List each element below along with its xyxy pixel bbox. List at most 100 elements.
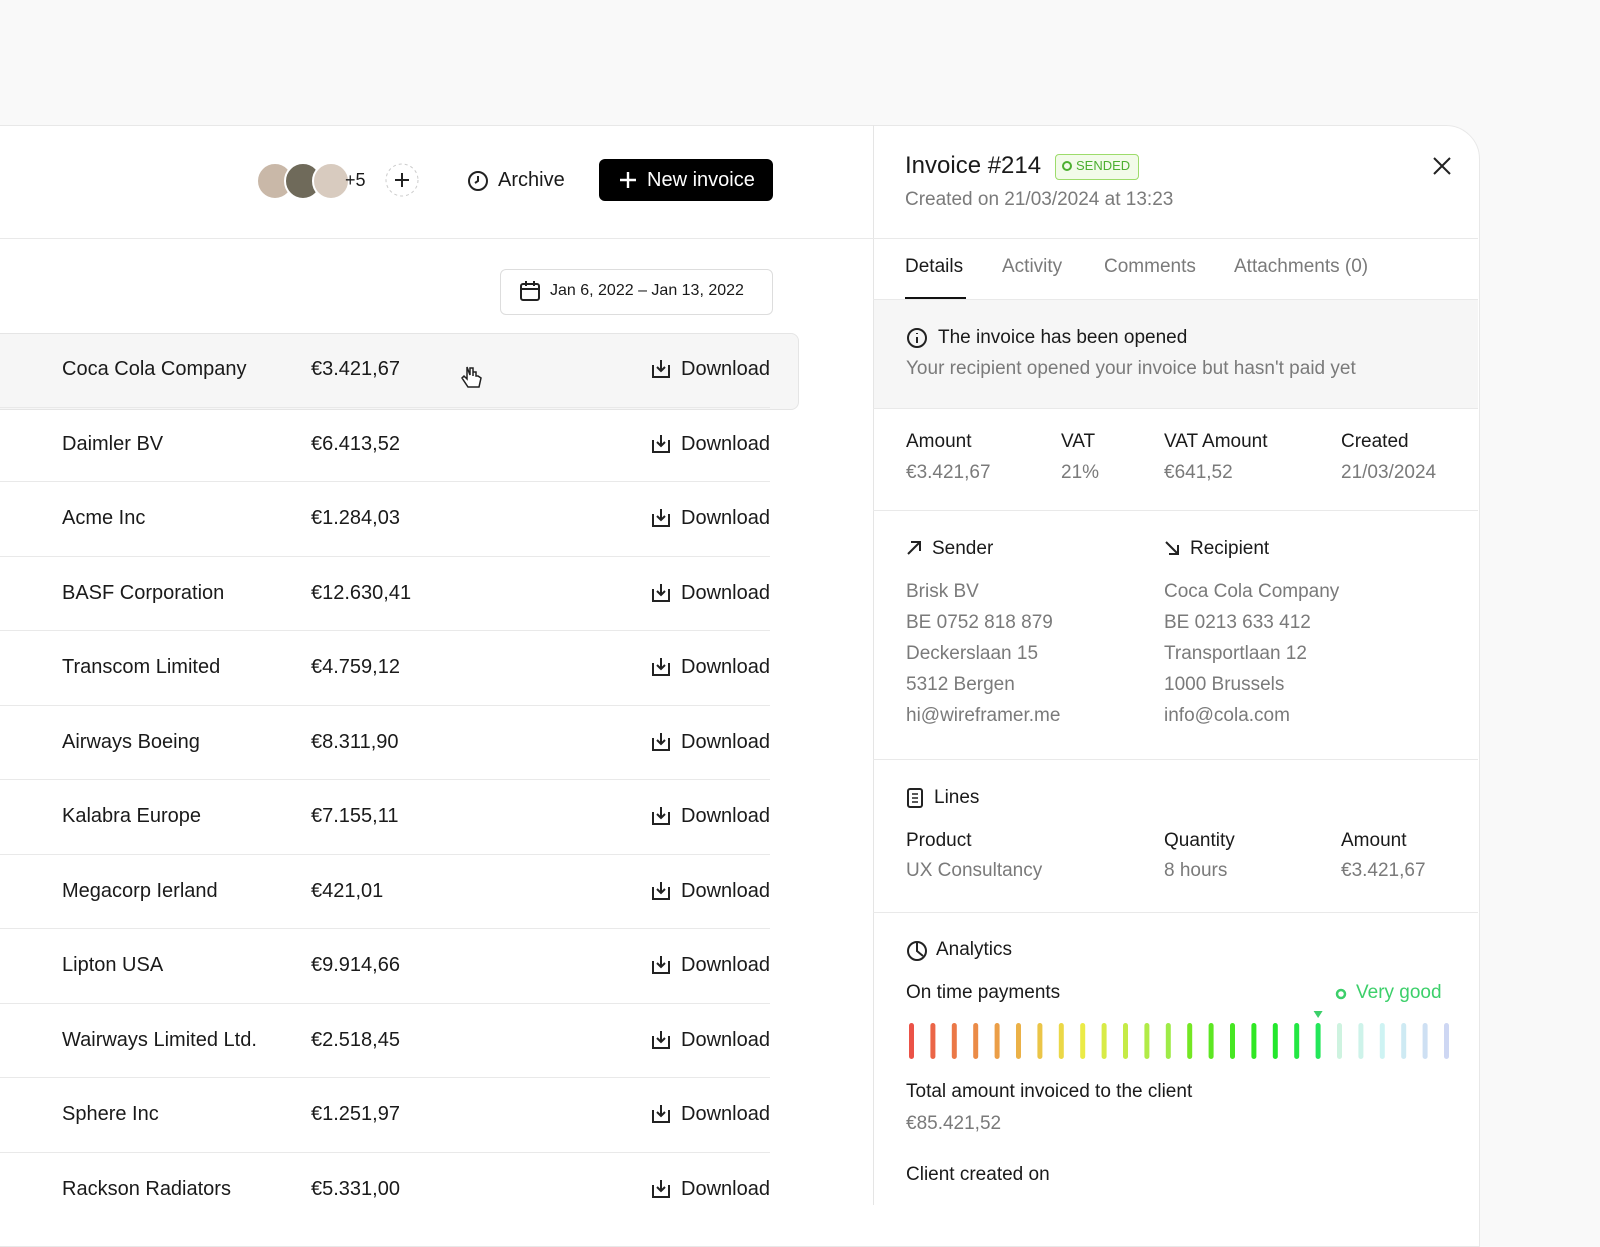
client-created-label: Client created on [906,1164,1050,1185]
sender-detail: 5312 Bergen [906,674,1015,695]
line-value: €3.421,67 [1341,860,1426,881]
recipient-detail: 1000 Brussels [1164,674,1285,695]
divider [873,510,1478,511]
invoice-amount: €6.413,52 [311,432,400,455]
download-icon[interactable] [651,582,671,604]
download-button[interactable]: Download [681,1028,770,1051]
divider [873,912,1478,913]
status-badge [1055,154,1139,180]
client-name: Megacorp Ierland [62,879,218,902]
download-icon[interactable] [651,507,671,529]
download-icon[interactable] [651,656,671,678]
calendar-icon [520,281,540,301]
download-icon[interactable] [651,731,671,753]
tab[interactable]: Activity [1002,256,1063,277]
invoice-amount: €421,01 [311,879,384,902]
sender-detail: hi@wireframer.me [906,705,1061,726]
download-button[interactable]: Download [681,879,770,902]
client-name: Acme Inc [62,507,146,529]
on-time-label: On time payments [906,982,1061,1003]
invoice-title: Invoice #214 [905,152,1042,179]
avatar[interactable] [312,162,350,200]
download-button[interactable]: Download [681,581,770,604]
download-button[interactable]: Download [681,954,770,976]
recipient-heading: Recipient [1190,538,1270,559]
download-button[interactable]: Download [681,358,770,380]
recipient-detail: BE 0213 633 412 [1164,612,1311,633]
client-name: Wairways Limited Ltd. [62,1028,257,1051]
divider [0,1002,770,1004]
invoice-amount: €5.331,00 [311,1177,400,1200]
status-label: SENDED [1076,158,1131,173]
analytics-icon [907,941,927,961]
divider [0,481,770,482]
recipient-icon [1165,541,1179,555]
page: +5 Archive New invoice Jan 6, 2022 – Jan 13… [0,125,1480,1247]
divider [0,555,770,557]
recipient-detail: Coca Cola Company [1164,581,1340,602]
line-label: Product [906,830,972,851]
summary-label: VAT [1061,431,1096,452]
sender-detail: Deckerslaan 15 [906,643,1039,664]
tab[interactable]: Attachments (0) [1234,256,1369,277]
divider [0,704,770,706]
client-name: Kalabra Europe [62,805,201,827]
line-label: Quantity [1164,830,1235,851]
divider [0,406,770,408]
line-value: UX Consultancy [906,860,1043,881]
row-highlight [0,333,799,410]
summary-label: Amount [906,431,972,452]
download-icon[interactable] [651,358,671,380]
archive-icon [468,171,488,191]
close-button[interactable] [1432,156,1452,176]
summary-label: Created [1341,431,1409,452]
invoice-amount: €7.155,11 [311,805,399,827]
divider [0,853,770,855]
download-icon[interactable] [651,1029,671,1051]
download-icon[interactable] [651,954,671,976]
line-value: 8 hours [1164,860,1228,881]
client-name: Rackson Radiators [62,1177,231,1200]
divider [0,1151,770,1153]
rating: Very good [1356,982,1442,1003]
cursor [461,366,482,388]
client-name: Coca Cola Company [62,358,247,380]
download-button[interactable]: Download [681,805,770,827]
info-icon [907,328,927,348]
sender-detail: BE 0752 818 879 [906,612,1053,633]
divider [0,630,770,631]
download-icon[interactable] [651,1103,671,1125]
invoice-amount: €8.311,90 [311,730,399,753]
download-icon[interactable] [651,433,671,455]
divider [873,408,1478,409]
download-icon[interactable] [651,805,671,827]
tab[interactable]: Details [905,256,964,277]
created-date: Created on 21/03/2024 at 13:23 [905,189,1174,210]
download-icon[interactable] [651,1178,671,1200]
analytics-heading: Analytics [936,939,1013,960]
rating-dot [1335,988,1347,1000]
download-button[interactable]: Download [681,1103,770,1125]
divider [873,759,1478,760]
download-button[interactable]: Download [681,656,770,678]
archive-button[interactable]: Archive [498,169,565,191]
summary-value: €3.421,67 [906,462,991,483]
invoice-amount: €2.518,45 [311,1028,400,1051]
sender-heading: Sender [932,538,994,559]
download-button[interactable]: Download [681,1177,770,1200]
invoice-amount: €12.630,41 [311,581,412,604]
new-invoice-label: New invoice [647,169,755,191]
client-name: Lipton USA [62,954,164,976]
date-range-button[interactable] [500,269,773,315]
download-button[interactable]: Download [681,507,770,529]
add-member-button[interactable] [384,162,420,198]
download-button[interactable]: Download [681,432,770,455]
status-dot [1062,161,1072,171]
download-button[interactable]: Download [681,730,770,753]
tab[interactable]: Comments [1104,256,1196,277]
notice-title: The invoice has been opened [938,327,1188,348]
download-icon[interactable] [651,880,671,902]
invoice-amount: €3.421,67 [311,358,400,380]
recipient-detail: Transportlaan 12 [1164,643,1307,664]
tab-underline [905,297,966,299]
